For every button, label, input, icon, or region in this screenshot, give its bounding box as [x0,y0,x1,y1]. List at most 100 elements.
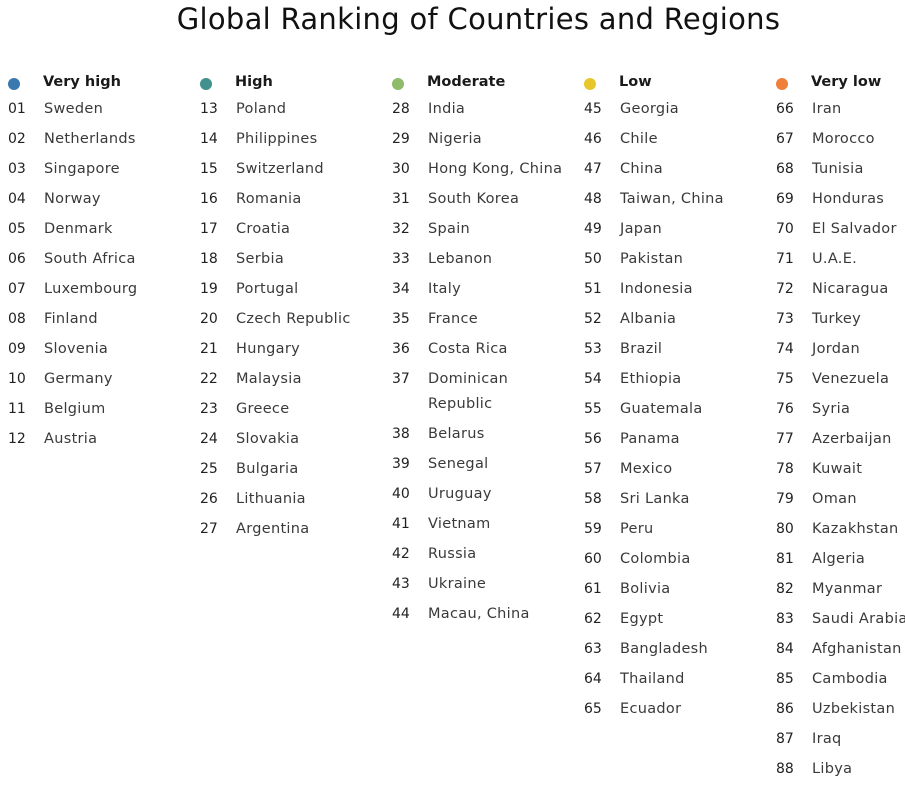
category-label: Very low [811,74,882,90]
list-item: 80 Kazakhstan [776,520,905,550]
list-item: 38 Belarus [392,425,577,455]
list-item: 66 Iran [776,100,905,130]
rank-number: 84 [776,641,794,657]
country-name: Taiwan, China [620,191,724,207]
list-item: 05 Denmark [8,220,193,250]
country-name: Egypt [620,611,664,627]
country-name: Macau, China [428,606,530,622]
list-item: 86 Uzbekistan [776,700,905,730]
category-dot-icon [8,78,20,90]
rank-number: 08 [8,311,26,327]
country-name: Thailand [620,671,685,687]
list-item: 10 Germany [8,370,193,400]
list-item: 13 Poland [200,100,385,130]
rank-number: 68 [776,161,794,177]
list-item: 65 Ecuador [584,700,769,730]
column-header: Moderate [392,70,577,98]
country-name: Kuwait [812,461,863,477]
rank-number: 69 [776,191,794,207]
rank-number: 83 [776,611,794,627]
rank-number: 18 [200,251,218,267]
list-item: 71 U.A.E. [776,250,905,280]
country-name: Tunisia [812,161,864,177]
rank-number: 29 [392,131,410,147]
rank-number: 22 [200,371,218,387]
list-item: 03 Singapore [8,160,193,190]
rank-number: 24 [200,431,218,447]
country-name: Bolivia [620,581,671,597]
country-name: Hungary [236,341,301,357]
country-name: China [620,161,663,177]
list-item: 53 Brazil [584,340,769,370]
country-name: Peru [620,521,654,537]
rank-number: 07 [8,281,26,297]
list-item: 85 Cambodia [776,670,905,700]
rank-number: 60 [584,551,602,567]
rank-number: 06 [8,251,26,267]
rank-number: 10 [8,371,26,387]
list-item: 28 India [392,100,577,130]
rank-number: 09 [8,341,26,357]
rank-number: 51 [584,281,602,297]
list-item: 25 Bulgaria [200,460,385,490]
list-item: 54 Ethiopia [584,370,769,400]
rank-number: 81 [776,551,794,567]
list-item: 46 Chile [584,130,769,160]
list-item: 40 Uruguay [392,485,577,515]
country-name: Myanmar [812,581,883,597]
list-item: 24 Slovakia [200,430,385,460]
rank-number: 31 [392,191,410,207]
list-item: 55 Guatemala [584,400,769,430]
country-name: Costa Rica [428,341,508,357]
country-name: South Korea [428,191,520,207]
list-item: 52 Albania [584,310,769,340]
country-name: Ukraine [428,576,487,592]
country-name: Indonesia [620,281,693,297]
rank-number: 80 [776,521,794,537]
rank-number: 52 [584,311,602,327]
list-item: 75 Venezuela [776,370,905,400]
country-name: Malaysia [236,371,302,387]
list-item: 79 Oman [776,490,905,520]
rank-number: 82 [776,581,794,597]
rank-number: 05 [8,221,26,237]
rank-number: 64 [584,671,602,687]
rank-number: 35 [392,311,410,327]
country-name: Switzerland [236,161,324,177]
country-name: Albania [620,311,677,327]
list-item: 34 Italy [392,280,577,310]
rank-number: 67 [776,131,794,147]
list-item: 07 Luxembourg [8,280,193,310]
list-item: 42 Russia [392,545,577,575]
rank-number: 25 [200,461,218,477]
list-item: 74 Jordan [776,340,905,370]
rank-number: 56 [584,431,602,447]
list-item: 61 Bolivia [584,580,769,610]
rank-number: 28 [392,101,410,117]
country-name: Italy [428,281,461,297]
country-name: Poland [236,101,287,117]
country-name: Venezuela [812,371,890,387]
list-item: 20 Czech Republic [200,310,385,340]
category-label: High [235,74,273,90]
country-name: U.A.E. [812,251,858,267]
rank-number: 14 [200,131,218,147]
country-name: Philippines [236,131,318,147]
country-name: Germany [44,371,113,387]
category-dot-icon [584,78,596,90]
rank-number: 55 [584,401,602,417]
category-label: Very high [43,74,121,90]
list-item: 77 Azerbaijan [776,430,905,460]
rank-number: 86 [776,701,794,717]
rank-number: 12 [8,431,26,447]
list-item: 14 Philippines [200,130,385,160]
country-name: Sri Lanka [620,491,690,507]
list-item: 02 Netherlands [8,130,193,160]
country-name: Czech Republic [236,311,351,327]
country-name: South Africa [44,251,136,267]
country-name: Lithuania [236,491,306,507]
rank-number: 72 [776,281,794,297]
country-name: Chile [620,131,658,147]
list-item: 83 Saudi Arabia [776,610,905,640]
rank-number: 40 [392,486,410,502]
